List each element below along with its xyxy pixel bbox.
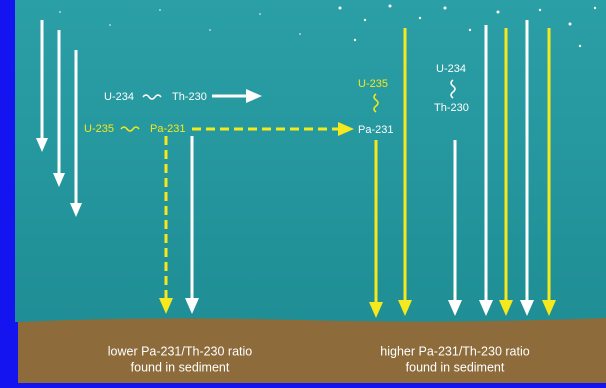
caption: higher Pa-231/Th-230 ratio: [380, 344, 529, 358]
label: Pa-231: [358, 124, 393, 136]
caption: lower Pa-231/Th-230 ratio: [108, 344, 253, 358]
caption: found in sediment: [406, 360, 505, 374]
label: Th-230: [434, 102, 469, 114]
ocean: [15, 0, 606, 322]
label: U-234: [436, 63, 466, 75]
label: U-235: [84, 123, 114, 135]
caption: found in sediment: [131, 360, 230, 374]
label: Th-230: [172, 91, 207, 103]
label: U-234: [104, 91, 134, 103]
label: U-235: [358, 78, 388, 90]
page: {"left": {"u234": "U-234", "th230": "Th-…: [0, 0, 606, 383]
label: Pa-231: [150, 123, 185, 135]
diagram: U-234 Th-230 U-235 Pa-231 U-235 Pa-231 U…: [0, 0, 606, 383]
